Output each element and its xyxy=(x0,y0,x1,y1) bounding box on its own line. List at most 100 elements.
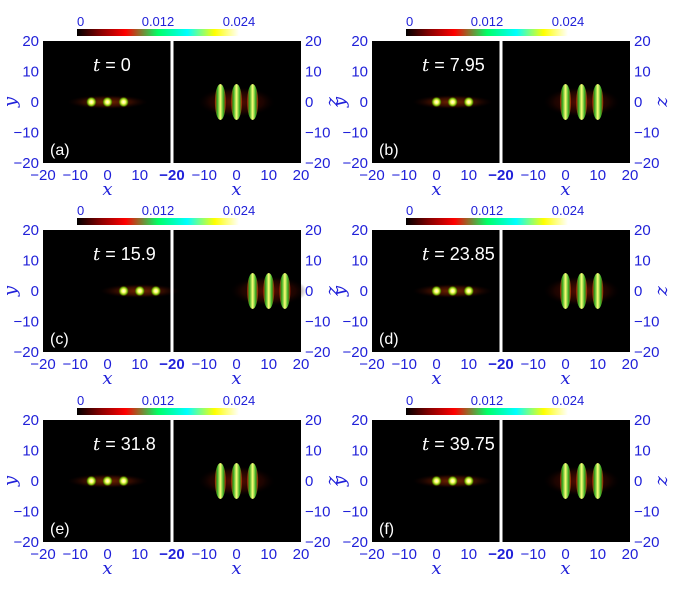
x-tick-label: 0 xyxy=(561,546,569,563)
colorbar xyxy=(406,29,568,36)
z-tick-label: −20 xyxy=(305,155,330,172)
y-axis-label: y xyxy=(329,96,350,108)
time-symbol: t xyxy=(93,244,101,265)
x-tick-label: 10 xyxy=(131,546,148,563)
density-peak xyxy=(102,475,113,487)
panel-label: (a) xyxy=(50,142,70,159)
y-tick-label: 0 xyxy=(31,283,39,300)
x-tick-label: 10 xyxy=(260,546,277,563)
colorbar-tick-label: 0.012 xyxy=(471,203,504,218)
x-tick-label: −10 xyxy=(521,167,546,184)
density-peak xyxy=(118,475,130,487)
z-tick-label: 0 xyxy=(634,283,642,300)
density-peak xyxy=(431,285,442,297)
colorbar xyxy=(77,218,239,225)
colorbar-tick-label: 0.012 xyxy=(471,14,504,29)
x-tick-label: −10 xyxy=(192,356,217,373)
time-value: 0 xyxy=(121,55,131,75)
x-tick-label: 0 xyxy=(103,356,111,373)
z-tick-label: −10 xyxy=(305,314,330,331)
time-label: t = 39.75 xyxy=(422,434,495,455)
density-band xyxy=(592,84,604,120)
panel-divider xyxy=(499,41,503,166)
density-peak xyxy=(447,475,459,487)
x-axis-label: x xyxy=(102,368,112,389)
density-peak xyxy=(150,285,162,297)
z-tick-label: 20 xyxy=(305,33,322,50)
time-equals: = xyxy=(429,244,450,264)
colorbar xyxy=(77,29,239,36)
x-tick-label: −20 xyxy=(30,167,55,184)
x-tick-label: −20 xyxy=(359,356,384,373)
x-axis-label: x xyxy=(102,179,112,200)
panel-label: (d) xyxy=(379,331,399,348)
x-axis-label: x xyxy=(102,558,112,579)
x-tick-label: −10 xyxy=(192,167,217,184)
density-peak xyxy=(431,96,442,108)
z-tick-label: −10 xyxy=(634,314,659,331)
y-tick-label: 10 xyxy=(351,64,368,81)
x-tick-label: −10 xyxy=(392,546,417,563)
density-peak xyxy=(447,96,459,108)
z-tick-label: 10 xyxy=(634,64,651,81)
z-tick-label: 10 xyxy=(634,443,651,460)
panel-divider xyxy=(170,41,174,166)
density-band xyxy=(560,463,571,499)
density-band xyxy=(263,273,275,309)
colorbar-tick-label: 0.012 xyxy=(142,14,175,29)
z-tick-label: 20 xyxy=(634,412,651,429)
time-value: 39.75 xyxy=(450,434,495,454)
y-tick-label: −20 xyxy=(14,534,39,551)
time-value: 31.8 xyxy=(121,434,156,454)
y-axis-label: y xyxy=(329,285,350,297)
time-symbol: t xyxy=(422,244,430,265)
time-equals: = xyxy=(429,434,450,454)
z-tick-label: 0 xyxy=(305,283,313,300)
x-tick-label: 20 xyxy=(293,546,310,563)
density-band xyxy=(247,84,259,120)
z-tick-label: −20 xyxy=(305,344,330,361)
density-peak xyxy=(102,96,113,108)
density-peak xyxy=(85,96,97,108)
z-tick-label: −20 xyxy=(634,155,659,172)
x-tick-label: −20 xyxy=(30,546,55,563)
x-tick-label: −10 xyxy=(63,167,88,184)
x-tick-label: 10 xyxy=(460,167,477,184)
colorbar-tick-label: 0.024 xyxy=(223,14,256,29)
time-symbol: t xyxy=(422,55,430,76)
time-value: 15.9 xyxy=(121,244,156,264)
time-label: t = 7.95 xyxy=(422,55,485,76)
y-tick-label: −20 xyxy=(343,155,368,172)
y-tick-label: 20 xyxy=(22,33,39,50)
x-tick-label: −10 xyxy=(63,356,88,373)
z-tick-label: −10 xyxy=(305,504,330,521)
y-axis-label: y xyxy=(0,285,21,297)
x-tick-label: 0 xyxy=(432,546,440,563)
y-tick-label: 20 xyxy=(22,412,39,429)
x-tick-label: 0 xyxy=(103,167,111,184)
x-tick-label: 0 xyxy=(232,167,240,184)
density-band xyxy=(231,463,242,499)
panel-divider xyxy=(170,230,174,355)
z-tick-label: −10 xyxy=(305,125,330,142)
y-tick-label: 0 xyxy=(360,473,368,490)
y-tick-label: −10 xyxy=(343,125,368,142)
time-label: t = 31.8 xyxy=(93,434,156,455)
density-band xyxy=(214,84,226,120)
x-tick-label: 0 xyxy=(561,356,569,373)
panel-divider xyxy=(499,420,503,545)
z-tick-label: 0 xyxy=(634,473,642,490)
x-tick-label: −20 xyxy=(359,167,384,184)
x-tick-label: 10 xyxy=(589,356,606,373)
z-tick-label: −20 xyxy=(634,344,659,361)
density-band xyxy=(231,84,242,120)
y-tick-label: 0 xyxy=(360,94,368,111)
z-tick-label: 20 xyxy=(305,222,322,239)
y-tick-label: 10 xyxy=(351,253,368,270)
time-label: t = 15.9 xyxy=(93,244,156,265)
z-axis-label: z xyxy=(324,475,345,486)
z-axis-label: z xyxy=(653,475,673,486)
